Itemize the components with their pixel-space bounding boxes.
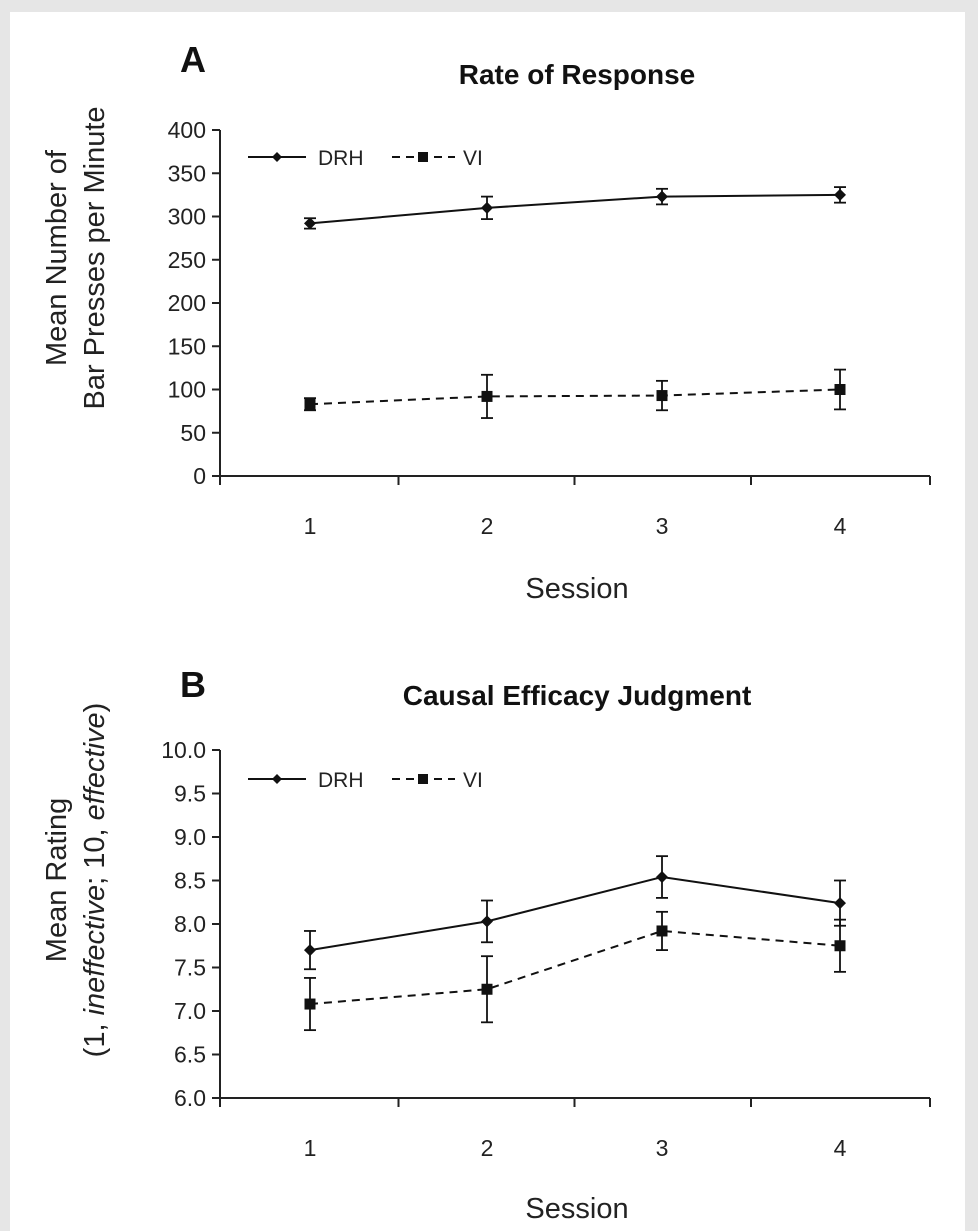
series-line-drh — [309, 193, 841, 225]
y-tick-label: 350 — [168, 160, 206, 186]
y-tick-label: 200 — [168, 290, 206, 316]
legend — [248, 152, 455, 162]
y-tick-label: 100 — [168, 377, 206, 403]
y-tick-label: 8.5 — [174, 868, 206, 894]
series-line-drh — [309, 876, 841, 952]
data-point-diamond — [656, 871, 668, 884]
data-point-square — [481, 390, 493, 402]
data-point-square — [834, 940, 846, 952]
data-point-diamond — [304, 944, 316, 957]
x-tick-label: 1 — [304, 513, 317, 539]
panel-a-legend-vi-label: VI — [463, 147, 483, 170]
legend — [248, 774, 455, 784]
x-tick-label: 4 — [834, 1135, 847, 1161]
x-tick-label: 4 — [834, 513, 847, 539]
panel-a-ylabel-line1: Mean Number of — [41, 149, 73, 366]
panel-b-legend-vi-label: VI — [463, 769, 483, 792]
data-point-square — [304, 398, 316, 410]
y-tick-label: 250 — [168, 247, 206, 273]
panel-b-title: Causal Efficacy Judgment — [403, 680, 752, 711]
panel-a-plot: 0 50 100 150 200 250 300 350 400 1 2 3 4 — [168, 117, 931, 539]
panel-b-xlabel: Session — [525, 1193, 628, 1225]
panel-b-legend-drh-label: DRH — [318, 769, 364, 792]
y-tick-label: 8.0 — [174, 911, 206, 937]
series-line-vi — [309, 929, 841, 1006]
data-point-diamond — [481, 915, 493, 928]
panel-a-legend-drh-label: DRH — [318, 147, 364, 170]
series-drh — [304, 186, 846, 230]
panel-a-letter: A — [180, 39, 206, 80]
data-point-square — [656, 925, 668, 937]
panel-b-ylabel-line2: (1, ineffective; 10, effective) — [79, 703, 111, 1058]
legend-drh-marker — [272, 152, 282, 162]
y-tick-label: 150 — [168, 333, 206, 359]
series-vi — [304, 368, 846, 419]
legend-vi-marker — [418, 774, 428, 784]
x-tick-label: 3 — [656, 1135, 669, 1161]
panel-b-ylabel-line1: Mean Rating — [41, 798, 73, 962]
series-line-vi — [309, 388, 841, 406]
data-point-square — [656, 390, 668, 402]
panel-b: B Causal Efficacy Judgment Session Mean … — [41, 664, 751, 1225]
y-tick-label: 400 — [168, 117, 206, 143]
y-tick-label: 6.0 — [174, 1085, 206, 1111]
y-tick-label: 0 — [193, 463, 206, 489]
y-tick-label: 300 — [168, 204, 206, 230]
x-tick-label: 3 — [656, 513, 669, 539]
x-tick-label: 1 — [304, 1135, 317, 1161]
x-tick-label: 2 — [481, 513, 494, 539]
panel-a: A Rate of Response Session Mean Number o… — [41, 39, 695, 605]
y-tick-label: 9.0 — [174, 824, 206, 850]
data-point-diamond — [834, 188, 846, 201]
panel-a-ylabel-line2: Bar Presses per Minute — [79, 106, 111, 409]
data-point-diamond — [481, 201, 493, 214]
series-vi — [304, 910, 846, 1032]
y-tick-label: 9.5 — [174, 781, 206, 807]
data-point-square — [481, 983, 493, 995]
panel-a-xlabel: Session — [525, 573, 628, 605]
y-tick-label: 50 — [180, 420, 206, 446]
panel-b-plot: 6.0 6.5 7.0 7.5 8.0 8.5 9.0 9.5 10.0 1 2 3 4 — [161, 737, 931, 1161]
legend-drh-marker — [272, 774, 282, 784]
y-tick-label: 6.5 — [174, 1042, 206, 1068]
y-tick-label: 7.0 — [174, 998, 206, 1024]
panel-a-title: Rate of Response — [459, 59, 696, 90]
data-point-square — [834, 384, 846, 395]
panel-b-letter: B — [180, 664, 206, 705]
x-tick-label: 2 — [481, 1135, 494, 1161]
y-tick-label: 10.0 — [161, 737, 206, 763]
series-drh — [304, 855, 846, 971]
data-point-square — [304, 998, 316, 1010]
legend-vi-marker — [418, 152, 428, 162]
data-point-diamond — [834, 897, 846, 910]
y-tick-label: 7.5 — [174, 955, 206, 981]
chart-marks: 0 50 100 150 200 250 300 350 400 1 2 3 4 6.0 6.5 7.0 7.5… — [161, 117, 931, 1161]
data-point-diamond — [304, 217, 316, 230]
data-point-diamond — [656, 190, 668, 203]
